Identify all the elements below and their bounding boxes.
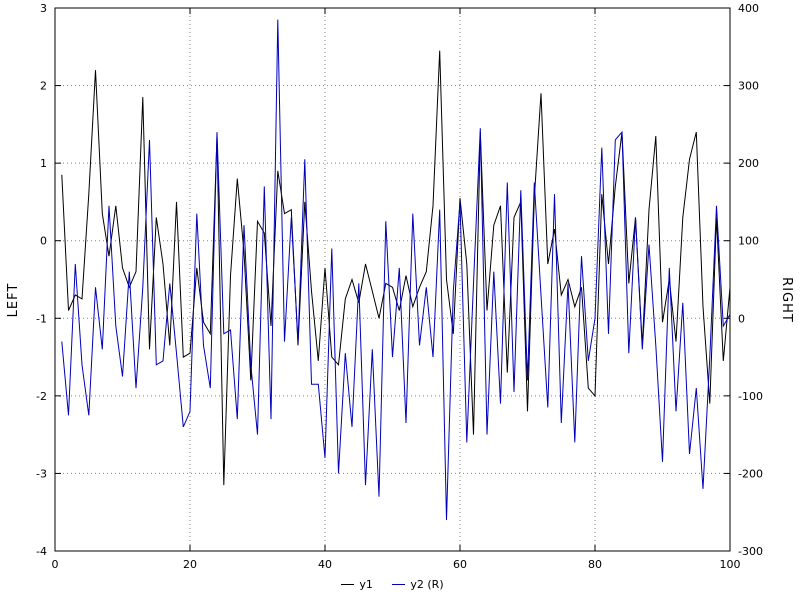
legend-item-y2: y2 (R) (392, 578, 444, 591)
left-tick-label: -3 (36, 467, 47, 480)
legend-item-y1: y1 (341, 578, 373, 591)
right-tick-label: 0 (738, 312, 745, 325)
y1-line-swatch (341, 583, 355, 585)
series-line-y1 (61, 50, 730, 486)
legend-label-y2: y2 (R) (410, 578, 444, 591)
x-tick-label: 80 (588, 558, 602, 571)
plot-border (54, 7, 731, 552)
right-tick-label: 200 (738, 157, 759, 170)
legend-label-y1: y1 (359, 578, 373, 591)
y2-line-swatch (392, 583, 406, 585)
left-tick-label: -1 (36, 312, 47, 325)
x-tick-label: 40 (318, 558, 332, 571)
left-tick-label: 1 (40, 157, 47, 170)
series-line-y2 (R) (61, 19, 730, 521)
right-tick-label: -100 (738, 390, 763, 403)
x-tick-label: 20 (183, 558, 197, 571)
right-tick-label: 300 (738, 80, 759, 93)
right-axis-title: RIGHT (779, 277, 794, 323)
left-tick-label: -2 (36, 390, 47, 403)
left-tick-label: -4 (36, 545, 47, 558)
x-tick-label: 60 (453, 558, 467, 571)
right-tick-label: 100 (738, 235, 759, 248)
x-tick-label: 0 (52, 558, 59, 571)
left-tick-label: 0 (40, 235, 47, 248)
right-tick-label: -300 (738, 545, 763, 558)
x-tick-label: 100 (720, 558, 741, 571)
right-tick-label: -200 (738, 467, 763, 480)
left-axis-title: LEFT (6, 282, 21, 318)
left-tick-label: 2 (40, 80, 47, 93)
right-tick-label: 400 (738, 2, 759, 15)
legend: y1 y2 (R) (55, 578, 730, 591)
left-tick-label: 3 (40, 2, 47, 15)
